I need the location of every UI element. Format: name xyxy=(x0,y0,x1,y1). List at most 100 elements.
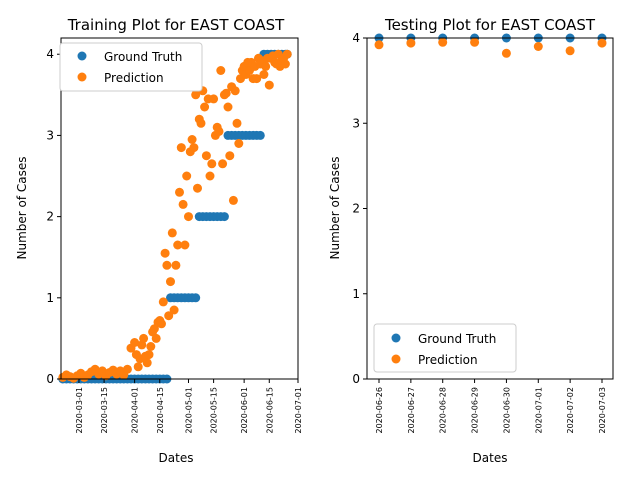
training-x-tick-label-0: 2020-03-01 xyxy=(75,387,84,434)
training-x-tick-label-4: 2020-05-01 xyxy=(184,387,193,434)
training-prediction-point-41 xyxy=(167,228,177,238)
training-x-tick-label-1: 2020-03-15 xyxy=(100,387,109,434)
testing-x-tick-label-5: 2020-07-01 xyxy=(534,387,543,434)
training-x-tick-label-7: 2020-06-15 xyxy=(265,387,274,434)
testing-legend-box xyxy=(373,323,517,373)
training-chart-xlabel: Dates xyxy=(159,451,194,465)
testing-x-tick-label-6: 2020-07-02 xyxy=(566,387,575,434)
training-prediction-point-18 xyxy=(122,364,132,374)
training-prediction-point-55 xyxy=(193,183,202,193)
training-prediction-point-76 xyxy=(230,86,240,96)
training-prediction-point-48 xyxy=(180,240,190,250)
testing-prediction-point-2 xyxy=(438,37,448,47)
training-prediction-point-68 xyxy=(216,66,226,75)
training-prediction-point-53 xyxy=(189,143,199,153)
testing-x-tick-label-2: 2020-06-28 xyxy=(439,387,448,434)
training-legend-prediction-label: Prediction xyxy=(104,71,164,85)
testing-prediction-point-1 xyxy=(406,38,416,48)
testing-chart-xlabel: Dates xyxy=(473,451,508,465)
testing-legend-ground-truth-label: Ground Truth xyxy=(418,332,496,346)
training-prediction-point-52 xyxy=(187,135,197,144)
training-chart: Training Plot for EAST COAST 2020-03-01 2… xyxy=(15,16,303,465)
training-prediction-point-78 xyxy=(234,139,244,148)
training-prediction-point-29 xyxy=(146,342,156,351)
training-legend-ground-truth-marker xyxy=(77,51,87,61)
training-prediction-point-36 xyxy=(158,297,168,307)
training-prediction-point-43 xyxy=(171,260,181,270)
training-x-tick-label-8: 2020-07-01 xyxy=(294,387,303,434)
testing-x-tick-label-4: 2020-06-30 xyxy=(502,387,511,434)
training-prediction-point-22 xyxy=(133,362,143,372)
training-prediction-point-54 xyxy=(191,90,201,100)
testing-y-tick-label-0: 0 xyxy=(352,372,360,386)
testing-x-tick-label-3: 2020-06-29 xyxy=(471,387,480,434)
training-prediction-point-73 xyxy=(225,151,235,161)
training-prediction-point-105 xyxy=(282,49,292,59)
training-legend-prediction-marker xyxy=(77,72,87,82)
training-prediction-point-47 xyxy=(178,199,188,209)
training-prediction-point-44 xyxy=(173,240,183,250)
training-chart-legend: Ground Truth Prediction xyxy=(59,42,203,92)
training-prediction-point-25 xyxy=(139,333,149,343)
training-prediction-point-69 xyxy=(218,159,228,169)
training-prediction-point-92 xyxy=(259,70,269,79)
training-prediction-point-88 xyxy=(252,74,262,84)
training-prediction-point-67 xyxy=(214,126,224,136)
training-ground-truth-point-37 xyxy=(191,293,201,303)
training-prediction-point-45 xyxy=(175,187,184,197)
testing-prediction-point-0 xyxy=(374,40,384,50)
testing-chart-marks xyxy=(374,33,607,58)
testing-y-tick-label-1: 1 xyxy=(352,287,360,301)
training-plot-frame xyxy=(60,37,299,380)
training-prediction-point-37 xyxy=(160,248,170,258)
testing-y-tick-label-4: 4 xyxy=(352,31,360,45)
training-y-tick-label-4: 4 xyxy=(46,47,54,61)
training-prediction-point-95 xyxy=(264,80,274,90)
training-prediction-point-42 xyxy=(169,305,179,315)
training-prediction-point-27 xyxy=(142,358,152,368)
training-prediction-point-32 xyxy=(151,333,161,343)
testing-x-tick-label-0: 2020-06-26 xyxy=(375,387,384,434)
training-prediction-point-49 xyxy=(182,171,192,181)
training-y-tick-label-0: 0 xyxy=(46,372,54,386)
training-prediction-point-62 xyxy=(205,171,215,181)
testing-y-tick-label-3: 3 xyxy=(352,116,360,130)
testing-legend-prediction-marker xyxy=(391,354,401,364)
testing-x-tick-label-7: 2020-07-03 xyxy=(598,387,607,434)
training-prediction-point-39 xyxy=(164,311,174,321)
training-ground-truth-point-45 xyxy=(219,212,229,222)
training-chart-axes: 2020-03-01 2020-03-15 2020-04-01 2020-04-15… xyxy=(46,37,303,434)
training-prediction-point-72 xyxy=(223,102,233,112)
training-prediction-point-75 xyxy=(228,195,238,205)
training-y-tick-label-3: 3 xyxy=(46,128,54,142)
training-prediction-point-38 xyxy=(162,260,172,270)
training-prediction-point-63 xyxy=(207,159,217,169)
testing-chart-axes: 2020-06-26 2020-06-27 2020-06-28 2020-06-29… xyxy=(352,31,614,434)
testing-chart-ylabel: Number of Cases xyxy=(328,156,342,259)
training-chart-ylabel: Number of Cases xyxy=(15,156,29,259)
training-prediction-point-59 xyxy=(200,102,210,112)
training-x-tick-label-5: 2020-05-15 xyxy=(210,387,219,434)
training-prediction-point-77 xyxy=(232,118,242,128)
testing-chart-title: Testing Plot for EAST COAST xyxy=(384,16,596,34)
training-legend-box xyxy=(59,42,203,92)
testing-y-tick-label-2: 2 xyxy=(352,202,360,216)
testing-x-tick-label-1: 2020-06-27 xyxy=(407,387,416,434)
testing-prediction-point-6 xyxy=(565,46,575,56)
training-y-tick-label-1: 1 xyxy=(46,291,54,305)
training-x-tick-label-2: 2020-04-01 xyxy=(131,387,140,434)
training-prediction-point-64 xyxy=(209,94,219,104)
training-legend-ground-truth-label: Ground Truth xyxy=(104,50,182,64)
training-prediction-point-40 xyxy=(166,277,175,287)
training-prediction-point-104 xyxy=(280,59,290,69)
training-prediction-point-60 xyxy=(201,151,211,161)
training-prediction-point-28 xyxy=(144,350,154,360)
training-x-tick-label-3: 2020-04-15 xyxy=(156,387,165,434)
testing-prediction-point-5 xyxy=(533,42,543,51)
training-y-tick-label-2: 2 xyxy=(46,210,54,224)
testing-legend-prediction-label: Prediction xyxy=(418,353,478,367)
testing-prediction-point-3 xyxy=(470,37,480,47)
training-prediction-point-93 xyxy=(261,61,271,71)
training-ground-truth-point-55 xyxy=(255,130,265,140)
